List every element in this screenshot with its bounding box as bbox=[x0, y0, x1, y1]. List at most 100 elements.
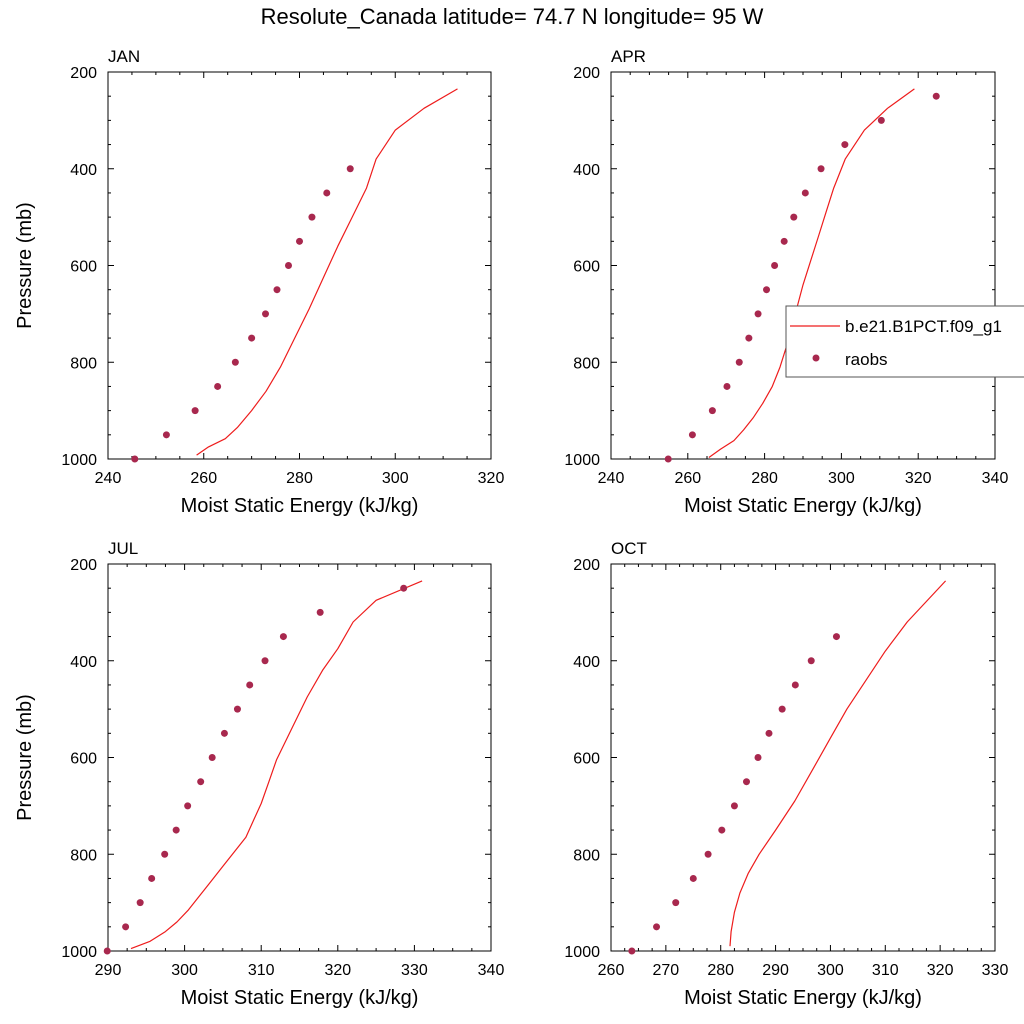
y-tick-label: 1000 bbox=[61, 944, 97, 961]
x-tick-label: 320 bbox=[324, 962, 351, 979]
raobs-point bbox=[791, 681, 799, 689]
raobs-point bbox=[653, 923, 661, 931]
figure-title: Resolute_Canada latitude= 74.7 N longitu… bbox=[260, 4, 764, 29]
raobs-point bbox=[262, 310, 270, 318]
raobs-point bbox=[704, 850, 712, 858]
raobs-point bbox=[718, 826, 726, 834]
raobs-point bbox=[780, 237, 788, 245]
x-tick-label: 310 bbox=[872, 962, 899, 979]
raobs-point bbox=[136, 899, 144, 907]
x-tick-label: 340 bbox=[478, 962, 505, 979]
raobs-point bbox=[103, 947, 111, 955]
raobs-point bbox=[284, 262, 292, 269]
raobs-point bbox=[273, 286, 281, 294]
raobs-point bbox=[279, 633, 287, 641]
y-tick-label: 1000 bbox=[61, 452, 97, 469]
raobs-point bbox=[754, 310, 762, 318]
x-tick-label: 240 bbox=[598, 470, 625, 487]
raobs-point bbox=[778, 705, 786, 713]
raobs-point bbox=[765, 729, 773, 737]
raobs-point bbox=[664, 455, 672, 463]
y-tick-label: 800 bbox=[70, 847, 97, 864]
raobs-point bbox=[214, 382, 222, 390]
raobs-point bbox=[316, 608, 324, 616]
y-tick-label: 200 bbox=[573, 557, 600, 574]
raobs-point bbox=[730, 802, 738, 810]
raobs-point bbox=[161, 850, 169, 858]
raobs-point bbox=[148, 874, 156, 882]
y-tick-label: 600 bbox=[70, 751, 97, 768]
x-tick-label: 260 bbox=[190, 470, 217, 487]
raobs-point bbox=[296, 237, 303, 245]
raobs-point bbox=[233, 705, 241, 713]
x-tick-label: 320 bbox=[905, 470, 932, 487]
raobs-point bbox=[763, 286, 771, 294]
y-tick-label: 800 bbox=[70, 355, 97, 372]
raobs-point bbox=[841, 141, 849, 149]
raobs-point bbox=[184, 802, 192, 810]
raobs-point bbox=[672, 899, 680, 907]
panel-apr: APR 240 260 280 300 320 340 200 400 600 800 1000 Moi… bbox=[564, 47, 1008, 517]
raobs-point bbox=[689, 874, 697, 882]
y-tick-label: 600 bbox=[573, 259, 600, 276]
chart-panels: JAN 240 260 280 300 320 200 400 600 800 1000 Moist … bbox=[14, 47, 1008, 1009]
raobs-point bbox=[754, 754, 762, 761]
raobs-point bbox=[346, 165, 354, 173]
raobs-point bbox=[723, 382, 731, 390]
plot-frame-jan bbox=[107, 71, 492, 460]
x-tick-label: 300 bbox=[382, 470, 409, 487]
legend-marker-sample bbox=[812, 354, 820, 362]
y-tick-label: 200 bbox=[573, 65, 600, 82]
raobs-point bbox=[771, 262, 779, 269]
raobs-point bbox=[742, 778, 750, 786]
panel-title-oct: OCT bbox=[611, 539, 647, 558]
y-tick-label: 600 bbox=[573, 751, 600, 768]
y-axis-label-jul: Pressure (mb) bbox=[14, 694, 36, 821]
raobs-point bbox=[807, 657, 815, 665]
raobs-point bbox=[208, 754, 216, 761]
raobs-point bbox=[220, 729, 228, 737]
panel-jul: JUL 290 300 310 320 330 340 200 400 600 800 1000 Moi… bbox=[14, 539, 504, 1009]
x-axis-label-oct: Moist Static Energy (kJ/kg) bbox=[684, 987, 922, 1009]
x-tick-label: 260 bbox=[674, 470, 701, 487]
raobs-point bbox=[801, 189, 809, 197]
x-axis-label-jul: Moist Static Energy (kJ/kg) bbox=[181, 987, 419, 1009]
x-tick-label: 340 bbox=[982, 470, 1009, 487]
x-tick-label: 300 bbox=[171, 962, 198, 979]
raobs-point bbox=[162, 431, 170, 439]
y-tick-label: 800 bbox=[573, 355, 600, 372]
raobs-point bbox=[832, 633, 840, 641]
raobs-point bbox=[248, 334, 256, 342]
x-tick-label: 300 bbox=[828, 470, 855, 487]
legend-label-raobs: raobs bbox=[845, 350, 888, 369]
raobs-point bbox=[308, 213, 316, 221]
raobs-point bbox=[688, 431, 696, 439]
raobs-point bbox=[877, 116, 885, 124]
legend: b.e21.B1PCT.f09_g1 raobs bbox=[785, 305, 1024, 378]
raobs-point bbox=[745, 334, 753, 342]
model-line-apr bbox=[708, 88, 915, 458]
raobs-point bbox=[122, 923, 130, 931]
raobs-point bbox=[628, 947, 636, 955]
plot-frame-apr bbox=[610, 71, 996, 460]
raobs-point bbox=[197, 778, 205, 786]
x-axis-label-jan: Moist Static Energy (kJ/kg) bbox=[181, 495, 419, 517]
y-tick-label: 400 bbox=[70, 162, 97, 179]
y-axis-label-jan: Pressure (mb) bbox=[14, 202, 36, 329]
raobs-point bbox=[231, 358, 239, 366]
raobs-point bbox=[932, 92, 940, 100]
raobs-point bbox=[246, 681, 254, 689]
x-tick-label: 280 bbox=[707, 962, 734, 979]
x-axis-label-apr: Moist Static Energy (kJ/kg) bbox=[684, 495, 922, 517]
x-tick-label: 290 bbox=[95, 962, 122, 979]
plot-frame-jul bbox=[107, 563, 492, 952]
x-tick-label: 290 bbox=[762, 962, 789, 979]
x-tick-label: 330 bbox=[982, 962, 1009, 979]
model-line-jul bbox=[130, 580, 423, 950]
x-tick-label: 330 bbox=[401, 962, 428, 979]
legend-box bbox=[785, 305, 1024, 378]
y-tick-label: 1000 bbox=[564, 944, 600, 961]
y-tick-label: 200 bbox=[70, 65, 97, 82]
x-tick-label: 240 bbox=[95, 470, 122, 487]
